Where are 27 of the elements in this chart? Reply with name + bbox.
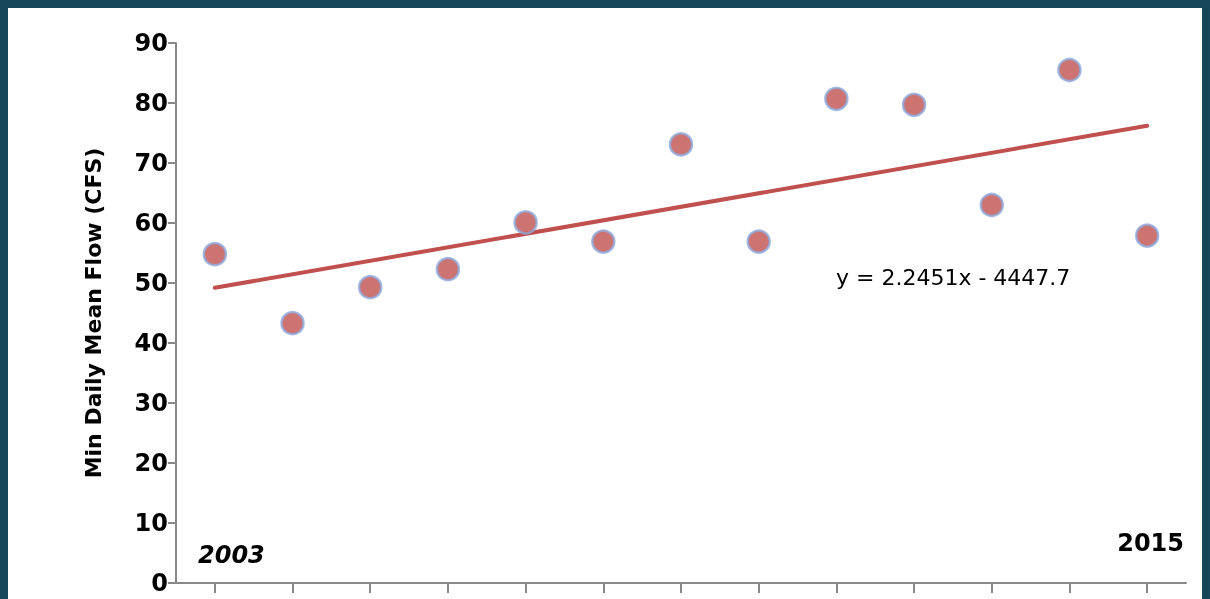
point	[668, 132, 694, 157]
y-tick-label: 90	[134, 29, 168, 57]
point	[513, 210, 538, 235]
annotation: 2003	[198, 541, 265, 569]
annotation: 2015	[1117, 529, 1184, 557]
y-tick-label: 30	[134, 389, 168, 417]
y-tick-label: 70	[134, 149, 168, 177]
point	[591, 229, 616, 254]
y-tick-label: 40	[134, 329, 168, 357]
y-axis-title: Min Daily Mean Flow (CFS)	[80, 147, 106, 479]
point	[901, 92, 927, 118]
y-tick-label: 10	[134, 509, 168, 537]
point	[280, 310, 305, 336]
y-tick-label: 0	[151, 569, 168, 597]
y-tick-label: 50	[134, 269, 168, 297]
y-tick-label: 80	[134, 89, 168, 117]
annotation: y = 2.2451x - 4447.7	[836, 264, 1071, 290]
point	[1134, 223, 1160, 248]
point	[435, 256, 461, 282]
point	[202, 241, 228, 267]
point	[1057, 57, 1082, 83]
point	[746, 229, 771, 254]
y-tick-label: 20	[134, 449, 168, 477]
y-tick-label: 60	[134, 209, 168, 237]
point	[824, 86, 849, 112]
point	[979, 192, 1005, 218]
point	[358, 274, 383, 300]
